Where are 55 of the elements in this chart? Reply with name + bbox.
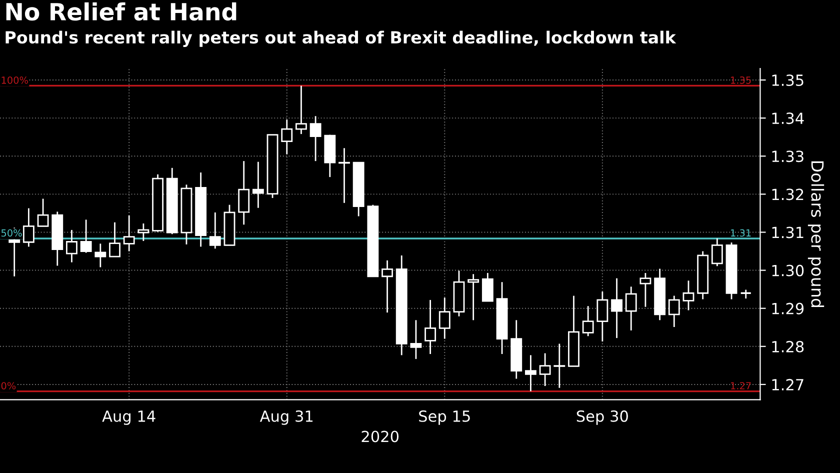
chart-subtitle: Pound's recent rally peters out ahead of Brexit deadline, lockdown talk: [6, 30, 676, 48]
candlestick: [281, 118, 293, 155]
x-tick-label: Sep 15: [419, 410, 470, 425]
candlestick: [438, 296, 450, 340]
candlestick: [640, 272, 652, 308]
y-tick-label: 1.32: [772, 188, 804, 200]
candlestick: [524, 354, 536, 392]
annotation: 100%: [2, 76, 28, 84]
candlestick: [582, 305, 594, 337]
y-tick-label: 1.34: [772, 112, 804, 124]
candlestick: [382, 260, 393, 314]
candlestick: [625, 286, 637, 332]
candlestick: [711, 238, 723, 267]
candlestick: [123, 214, 135, 252]
candlestick: [109, 222, 120, 258]
candlestick: [80, 218, 92, 254]
candlestick: [310, 115, 322, 162]
candlestick: [37, 198, 49, 227]
candlestick: [668, 295, 680, 328]
x-tick-label: Sep 30: [576, 410, 628, 425]
y-tick-label: 1.30: [772, 264, 804, 276]
x-axis-title: 2020: [362, 430, 399, 442]
candlestick: [138, 222, 150, 242]
candlestick: [295, 85, 307, 135]
ref-line-label: 1.31: [731, 229, 751, 237]
y-tick-label: 1.33: [772, 150, 804, 162]
chart-title: No Relief at Hand: [6, 2, 236, 21]
annotation: 50%: [1, 229, 22, 237]
candlestick: [468, 273, 480, 321]
ref-line-label: 1.27: [731, 382, 751, 390]
y-tick-label: 1.28: [772, 340, 804, 352]
candlestick: [410, 319, 422, 360]
candlestick: [338, 147, 350, 204]
candlestick: [554, 343, 566, 389]
candlestick: [94, 242, 106, 268]
annotation: 0%: [1, 382, 16, 390]
y-tick-label: 1.29: [772, 302, 804, 314]
y-tick-label: 1.31: [772, 226, 804, 238]
ref-line-label: 1.35: [731, 76, 751, 84]
candlestick: [539, 352, 551, 387]
candlestick: [482, 272, 494, 302]
x-tick-label: Aug 14: [102, 410, 156, 425]
candlestick: [424, 299, 436, 355]
candlestick: [238, 160, 250, 226]
candlestick: [611, 278, 622, 339]
y-tick-label: 1.27: [772, 378, 804, 390]
candlestick: [209, 212, 221, 250]
y-axis-title: Dollars per pound: [808, 161, 824, 308]
candlestick: [682, 280, 694, 311]
candlestick: [66, 229, 78, 263]
x-tick-label: Aug 31: [260, 410, 313, 425]
candlestick: [252, 161, 264, 209]
candlestick: [596, 290, 608, 342]
y-tick-label: 1.35: [772, 74, 804, 86]
candlestick: [740, 289, 752, 300]
